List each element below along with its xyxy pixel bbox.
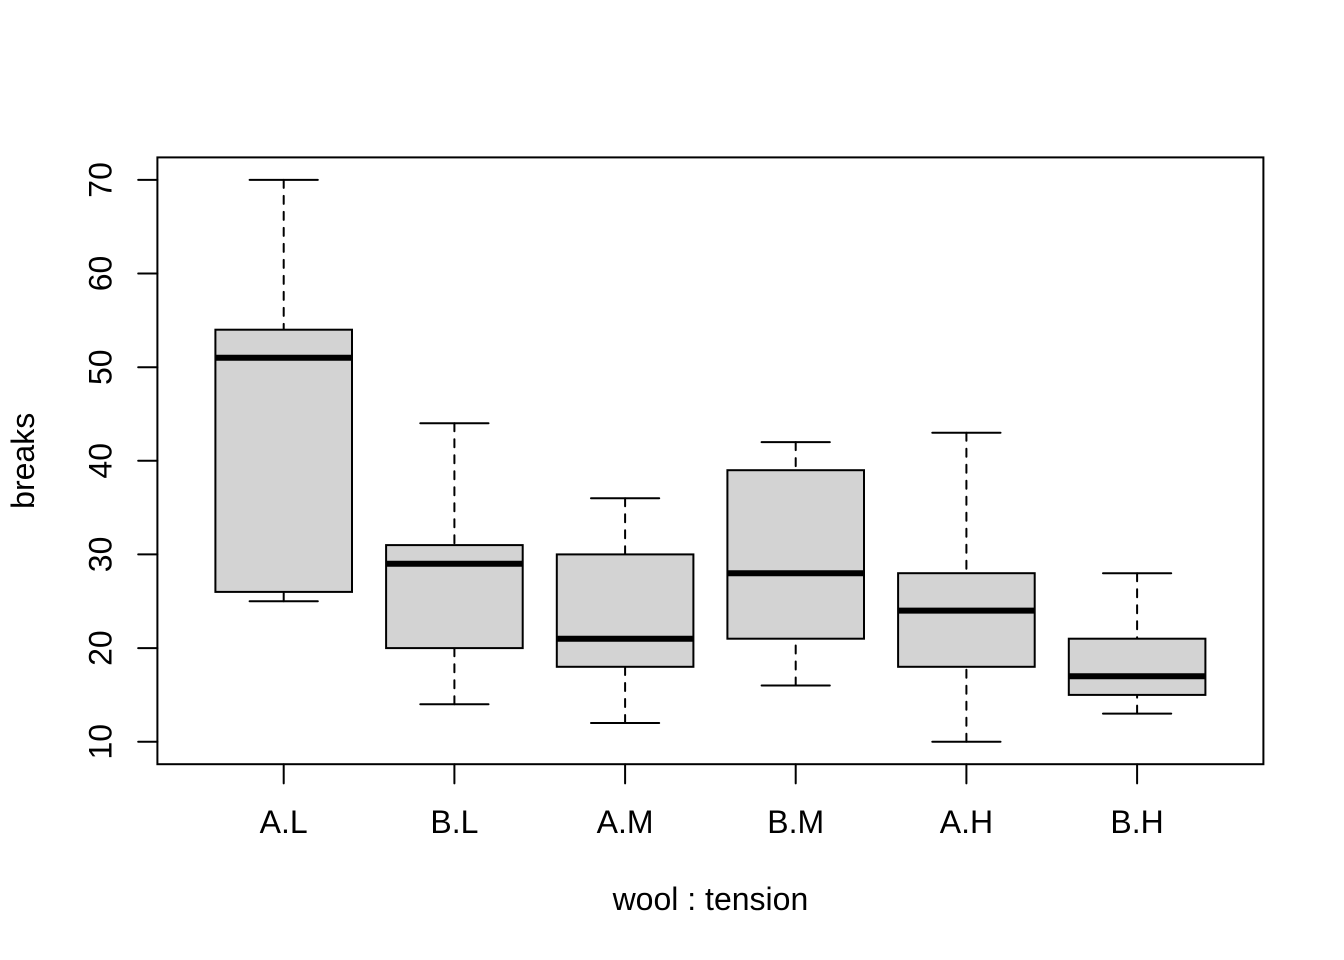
- svg-text:breaks: breaks: [5, 413, 41, 509]
- svg-text:B.L: B.L: [430, 804, 478, 840]
- svg-text:20: 20: [83, 630, 119, 666]
- svg-text:wool : tension: wool : tension: [612, 881, 809, 917]
- svg-text:40: 40: [83, 443, 119, 479]
- svg-text:A.H: A.H: [940, 804, 993, 840]
- svg-text:B.H: B.H: [1110, 804, 1163, 840]
- svg-text:50: 50: [83, 349, 119, 385]
- svg-text:A.L: A.L: [260, 804, 308, 840]
- svg-text:A.M: A.M: [597, 804, 654, 840]
- svg-text:B.M: B.M: [767, 804, 824, 840]
- svg-text:30: 30: [83, 537, 119, 573]
- svg-text:60: 60: [83, 256, 119, 292]
- svg-text:10: 10: [83, 724, 119, 760]
- svg-text:70: 70: [83, 162, 119, 198]
